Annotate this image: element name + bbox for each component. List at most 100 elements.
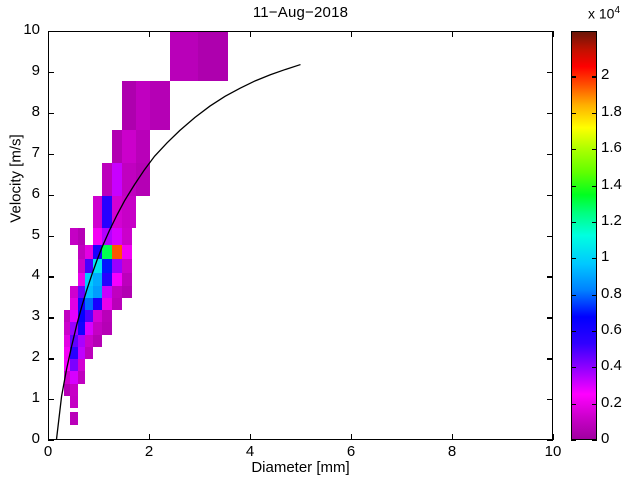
x-tick: [553, 434, 555, 440]
y-tick-right: [547, 317, 553, 319]
y-tick-right: [547, 71, 553, 74]
histogram-cells-layer: [49, 32, 552, 439]
histogram-cell: [112, 162, 123, 196]
y-tick-label: 3: [31, 307, 40, 325]
histogram-cell: [64, 346, 71, 360]
colorbar-tick: [571, 440, 576, 442]
histogram-cell: [85, 310, 94, 323]
histogram-cell: [122, 228, 133, 245]
histogram-cell: [64, 383, 71, 396]
histogram-cell: [85, 322, 94, 335]
x-tick: [48, 434, 50, 440]
histogram-cell: [102, 310, 113, 323]
histogram-cell: [150, 81, 171, 131]
y-tick-label: 4: [31, 266, 40, 284]
colorbar-tick-label: 1.2: [601, 211, 622, 229]
y-tick-label: 5: [31, 225, 40, 243]
colorbar-tick: [571, 76, 576, 78]
colorbar-tick: [571, 258, 576, 260]
y-tick-label: 6: [31, 184, 40, 202]
colorbar-tick-right: [592, 258, 597, 260]
histogram-cell: [78, 371, 86, 384]
y-tick-label: 0: [31, 430, 40, 447]
histogram-cell: [102, 244, 113, 259]
y-tick-label: 8: [31, 102, 40, 120]
histogram-cell: [135, 130, 150, 163]
histogram-cell: [93, 195, 103, 229]
colorbar-tick: [571, 112, 576, 114]
y-tick-right: [547, 399, 553, 401]
colorbar-tick: [571, 185, 576, 187]
y-tick: [48, 440, 54, 442]
histogram-cell: [112, 285, 123, 298]
x-tick-label: 6: [346, 443, 356, 460]
histogram-cell: [78, 334, 86, 347]
histogram-cell: [112, 258, 123, 274]
x-axis-label: Diameter [mm]: [251, 459, 350, 476]
y-tick: [48, 276, 54, 278]
histogram-cell: [85, 346, 94, 360]
colorbar-tick-label: 0.2: [601, 393, 622, 411]
histogram-cell: [64, 371, 71, 384]
histogram-cell: [85, 273, 94, 286]
histogram-cell: [78, 359, 86, 372]
y-tick-right: [547, 440, 553, 442]
x-tick-label: 8: [447, 443, 457, 460]
histogram-cell: [70, 297, 79, 311]
histogram-cell: [85, 285, 94, 298]
colorbar-tick: [571, 403, 576, 405]
colorbar-tick: [571, 367, 576, 369]
histogram-cell: [112, 273, 123, 286]
histogram-cell: [102, 258, 113, 274]
histogram-cell: [70, 346, 79, 360]
histogram-cell: [122, 195, 136, 229]
x-tick-top: [149, 31, 151, 37]
colorbar-tick-right: [592, 294, 597, 296]
colorbar-tick: [571, 294, 576, 296]
colorbar-tick: [571, 149, 576, 151]
histogram-cell: [112, 130, 123, 163]
y-tick: [48, 235, 54, 237]
histogram-cell: [70, 383, 79, 396]
histogram-cell: [70, 228, 79, 245]
y-tick-right: [547, 153, 553, 156]
colorbar-tick-label: 0.4: [601, 357, 622, 375]
y-tick-right: [547, 358, 553, 360]
histogram-cell: [170, 32, 198, 82]
chart-title: 11−Aug−2018: [252, 4, 349, 21]
histogram-cell: [93, 285, 103, 298]
histogram-cell: [135, 81, 150, 131]
histogram-cell: [93, 228, 103, 245]
colorbar-exponent-label: x 104: [588, 5, 620, 22]
histogram-cell: [102, 195, 113, 229]
y-tick: [48, 358, 54, 360]
histogram-cell: [70, 322, 79, 335]
x-tick-label: 4: [245, 443, 255, 460]
colorbar-tick-right: [592, 440, 597, 442]
histogram-cell: [102, 322, 113, 335]
histogram-cell: [78, 322, 86, 335]
y-axis-label: Velocity [m/s]: [7, 134, 25, 223]
x-tick: [452, 434, 454, 440]
histogram-cell: [70, 285, 79, 298]
histogram-cell: [70, 334, 79, 347]
x-tick: [149, 434, 151, 440]
y-tick: [48, 194, 54, 196]
colorbar-tick-label: 0.8: [601, 284, 622, 302]
histogram-cell: [93, 297, 103, 311]
histogram-cell: [112, 297, 123, 311]
y-tick: [48, 71, 54, 74]
histogram-cell: [70, 412, 79, 425]
colorbar-tick-label: 0: [601, 430, 610, 447]
colorbar-tick-label: 1.4: [601, 175, 622, 193]
histogram-cell: [78, 273, 86, 286]
x-tick-label: 10: [544, 443, 562, 460]
x-tick-top: [351, 31, 353, 37]
y-tick-right: [547, 31, 553, 33]
y-tick-right: [547, 235, 553, 237]
colorbar[interactable]: [571, 31, 597, 440]
y-tick-right: [547, 112, 553, 115]
colorbar-gradient: [571, 31, 597, 440]
histogram-cell: [93, 244, 103, 259]
colorbar-exponent-base: x 10: [588, 5, 615, 22]
